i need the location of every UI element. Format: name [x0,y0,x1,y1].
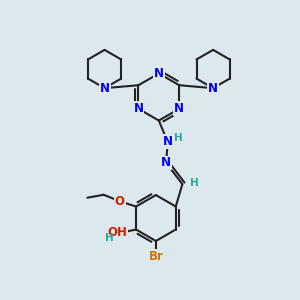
Text: OH: OH [108,226,128,239]
Text: H: H [175,133,183,143]
Text: N: N [208,82,218,95]
Text: N: N [163,135,173,148]
Text: Br: Br [148,250,163,263]
Text: H: H [190,178,199,188]
Text: N: N [161,157,171,169]
Text: N: N [154,67,164,80]
Text: N: N [134,102,143,115]
Text: H: H [105,233,114,243]
Text: O: O [115,195,125,208]
Text: N: N [174,102,184,115]
Text: N: N [100,82,110,95]
